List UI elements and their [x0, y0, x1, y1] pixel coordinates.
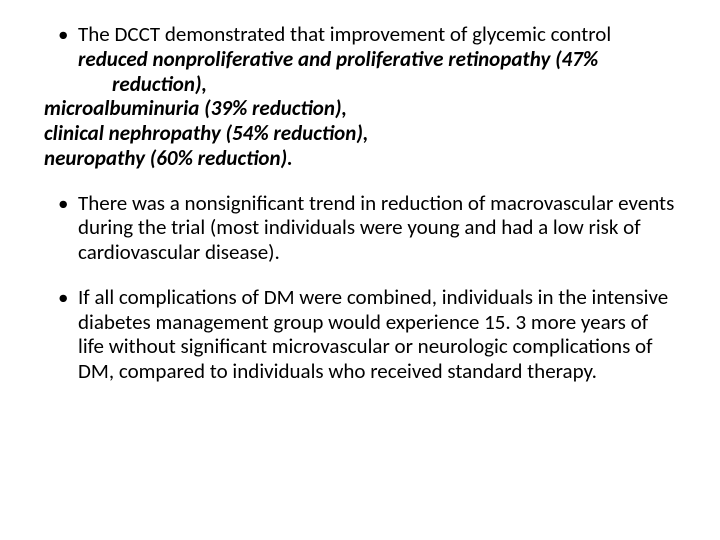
emphasis-line: reduced nonproliferative and proliferati… [78, 47, 676, 97]
emphasis-line: clinical nephropathy (54% reduction), [44, 121, 676, 146]
bullet-lead-text: If all complications of DM were combined… [78, 285, 676, 384]
bullet-block: • If all complications of DM were combin… [44, 285, 676, 384]
bullet-lead-text: The DCCT demonstrated that improvement o… [78, 22, 676, 47]
slide-body: • The DCCT demonstrated that improvement… [0, 0, 720, 540]
emphasis-line: neuropathy (60% reduction). [44, 146, 676, 171]
bullet-item: • If all complications of DM were combin… [44, 285, 676, 384]
bullet-block: • There was a nonsignificant trend in re… [44, 191, 676, 265]
bullet-icon: • [44, 191, 78, 216]
bullet-lead-text: There was a nonsignificant trend in redu… [78, 191, 676, 265]
bullet-item: • There was a nonsignificant trend in re… [44, 191, 676, 265]
bullet-block: • The DCCT demonstrated that improvement… [44, 22, 676, 171]
bullet-item: • The DCCT demonstrated that improvement… [44, 22, 676, 47]
bullet-icon: • [44, 285, 78, 310]
bullet-icon: • [44, 22, 78, 47]
emphasis-line: microalbuminuria (39% reduction), [44, 96, 676, 121]
